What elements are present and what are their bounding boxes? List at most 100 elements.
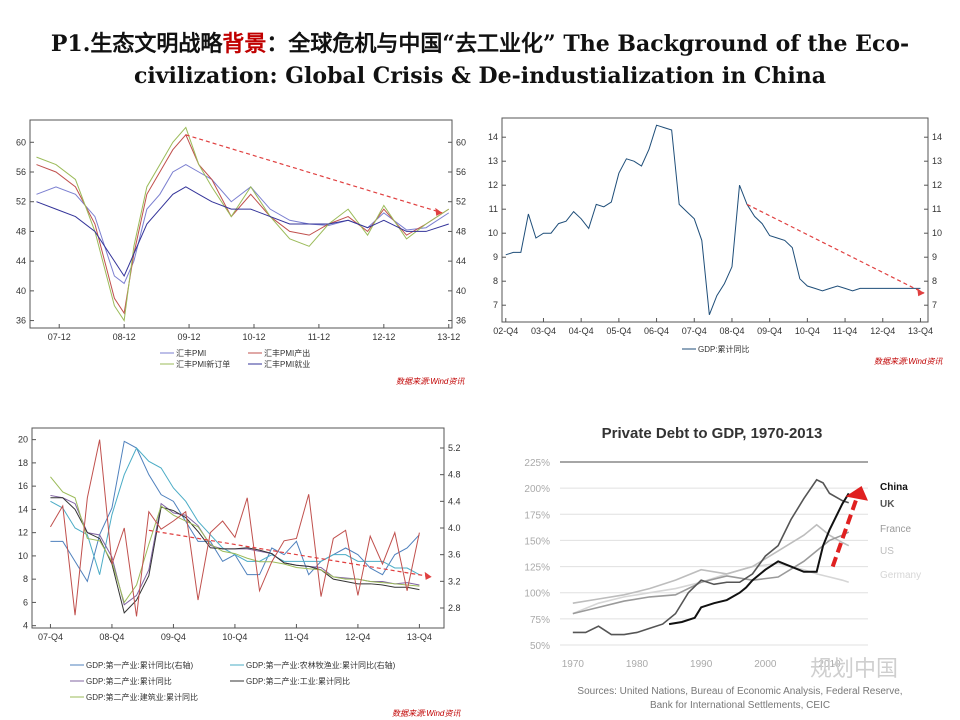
x-tick-label: 11-Q4 bbox=[833, 326, 857, 336]
x-tick-label: 12-Q4 bbox=[870, 326, 895, 336]
x-tick-label: 04-Q4 bbox=[569, 326, 594, 336]
y2-tick-label: 5.2 bbox=[448, 443, 461, 453]
y-tick-label: 150% bbox=[524, 536, 550, 547]
x-tick-label: 10-12 bbox=[242, 332, 265, 342]
chart-sector: 4 6 8 10 12 14 16 18 20 2.8 3.2 3.6 4.0 4.4 4.8 5.2 07-Q… bbox=[18, 427, 461, 642]
y-tick-label: 56 bbox=[16, 167, 26, 177]
trend-arrow bbox=[830, 492, 861, 568]
trend-arrow-head bbox=[424, 571, 432, 580]
y-tick-label: 125% bbox=[524, 563, 550, 574]
x-tick-label: 1990 bbox=[690, 659, 713, 670]
series-line bbox=[36, 163, 450, 285]
legend-label: GDP:第二产业:累计同比 bbox=[86, 676, 172, 686]
y-tick-label: 7 bbox=[493, 300, 498, 310]
y-tick-label: 8 bbox=[23, 574, 28, 584]
legend-label: 汇丰PMI bbox=[176, 348, 206, 358]
y-tick-label: 4 bbox=[23, 621, 28, 631]
x-tick-label: 11-Q4 bbox=[284, 632, 308, 642]
trend-arrow-head bbox=[917, 288, 925, 297]
legend-label: China bbox=[880, 482, 908, 493]
source-note: Sources: United Nations, Bureau of Econo… bbox=[577, 686, 902, 697]
y2-tick-label: 4.0 bbox=[448, 523, 461, 533]
x-tick-label: 12-Q4 bbox=[345, 632, 370, 642]
x-tick-label: 13-Q4 bbox=[908, 326, 933, 336]
title-prefix: P1. bbox=[50, 31, 91, 57]
series-line bbox=[36, 186, 449, 278]
series-line bbox=[50, 494, 420, 606]
y2-tick-label: 4.4 bbox=[448, 496, 461, 506]
series-line bbox=[572, 531, 850, 615]
source-note: 数据来源:Wind资讯 bbox=[396, 377, 465, 386]
trend-arrow-head bbox=[435, 207, 443, 216]
y-tick-label: 48 bbox=[16, 226, 26, 236]
y-tick-label-right: 9 bbox=[932, 252, 937, 262]
x-tick-label: 13-12 bbox=[437, 332, 460, 342]
plot-frame bbox=[29, 119, 453, 329]
x-tick-label: 1980 bbox=[626, 659, 649, 670]
y-tick-label: 175% bbox=[524, 510, 550, 521]
y-tick-label-right: 12 bbox=[932, 180, 942, 190]
legend-label: France bbox=[880, 524, 912, 535]
chart-private-debt: Private Debt to GDP, 1970-2013 50% 75% 100%… bbox=[524, 425, 921, 711]
legend-label: 汇丰PMI新订单 bbox=[176, 359, 230, 369]
x-tick-label: 08-Q4 bbox=[99, 632, 124, 642]
y-tick-label-right: 36 bbox=[456, 316, 466, 326]
y-tick-label: 16 bbox=[18, 481, 28, 491]
x-tick-label: 07-12 bbox=[48, 332, 71, 342]
title-cn-b: ：全球危机与中国“去工业化” bbox=[266, 31, 556, 57]
legend-label: GDP:累计同比 bbox=[698, 344, 750, 354]
legend-label: Germany bbox=[880, 570, 921, 581]
chart-pmi: 36 36 40 40 44 44 48 48 52 52 56 56 60 60 07-12 08-12 09… bbox=[16, 119, 466, 342]
x-tick-label: 09-Q4 bbox=[757, 326, 782, 336]
y2-tick-label: 2.8 bbox=[448, 603, 461, 613]
watermark-text: 规划中国 bbox=[810, 656, 898, 681]
y-tick-label-right: 10 bbox=[932, 228, 942, 238]
title-cn-a: 生态文明战略 bbox=[90, 31, 223, 57]
chart-gdp: 7 7 8 8 9 9 10 10 11 11 12 12 13 13 14 14 02-Q4 03-Q4 04-Q… bbox=[488, 117, 942, 336]
series-line bbox=[668, 492, 850, 626]
y-tick-label: 44 bbox=[16, 256, 26, 266]
series-line bbox=[505, 124, 921, 315]
y-tick-label: 9 bbox=[493, 252, 498, 262]
legend-label: GDP:第一产业:农林牧渔业:累计同比(右轴) bbox=[246, 660, 396, 670]
y-tick-label-right: 52 bbox=[456, 197, 466, 207]
y-tick-label: 40 bbox=[16, 286, 26, 296]
y-tick-label: 50% bbox=[530, 641, 550, 652]
y-tick-label: 12 bbox=[18, 528, 28, 538]
x-tick-label: 10-Q4 bbox=[222, 632, 247, 642]
x-tick-label: 09-Q4 bbox=[161, 632, 186, 642]
y-tick-label-right: 13 bbox=[932, 156, 942, 166]
y-tick-label: 14 bbox=[18, 504, 28, 514]
x-tick-label: 09-12 bbox=[178, 332, 201, 342]
y-tick-label-right: 44 bbox=[456, 256, 466, 266]
y2-tick-label: 4.8 bbox=[448, 470, 461, 480]
legend-label: GDP:第二产业:工业:累计同比 bbox=[246, 676, 350, 686]
plot-frame bbox=[501, 117, 929, 323]
y-tick-label-right: 48 bbox=[456, 226, 466, 236]
legend-label: GDP:第一产业:累计同比(右轴) bbox=[86, 660, 193, 670]
x-tick-label: 08-Q4 bbox=[719, 326, 744, 336]
series-line bbox=[50, 440, 420, 583]
title-cn-red: 背景 bbox=[222, 31, 267, 57]
y2-tick-label: 3.6 bbox=[448, 550, 461, 560]
y-tick-label-right: 11 bbox=[932, 204, 941, 214]
series-line bbox=[572, 478, 849, 636]
series-line bbox=[36, 133, 450, 315]
x-tick-label: 1970 bbox=[562, 659, 585, 670]
source-note: 数据来源:Wind资讯 bbox=[874, 357, 943, 366]
y-tick-label: 36 bbox=[16, 316, 26, 326]
y-tick-label: 20 bbox=[18, 435, 28, 445]
trend-arrow-head bbox=[845, 486, 868, 501]
y-tick-label: 14 bbox=[488, 132, 498, 142]
trend-arrow bbox=[185, 134, 443, 214]
trend-arrow bbox=[746, 203, 925, 294]
y-tick-label: 225% bbox=[524, 458, 550, 469]
y-tick-label-right: 40 bbox=[456, 286, 466, 296]
chart-title: Private Debt to GDP, 1970-2013 bbox=[602, 425, 823, 442]
y-tick-label: 60 bbox=[16, 137, 26, 147]
y2-tick-label: 3.2 bbox=[448, 576, 461, 586]
y-tick-label: 12 bbox=[488, 180, 498, 190]
x-tick-label: 07-Q4 bbox=[682, 326, 707, 336]
x-tick-label: 07-Q4 bbox=[38, 632, 63, 642]
